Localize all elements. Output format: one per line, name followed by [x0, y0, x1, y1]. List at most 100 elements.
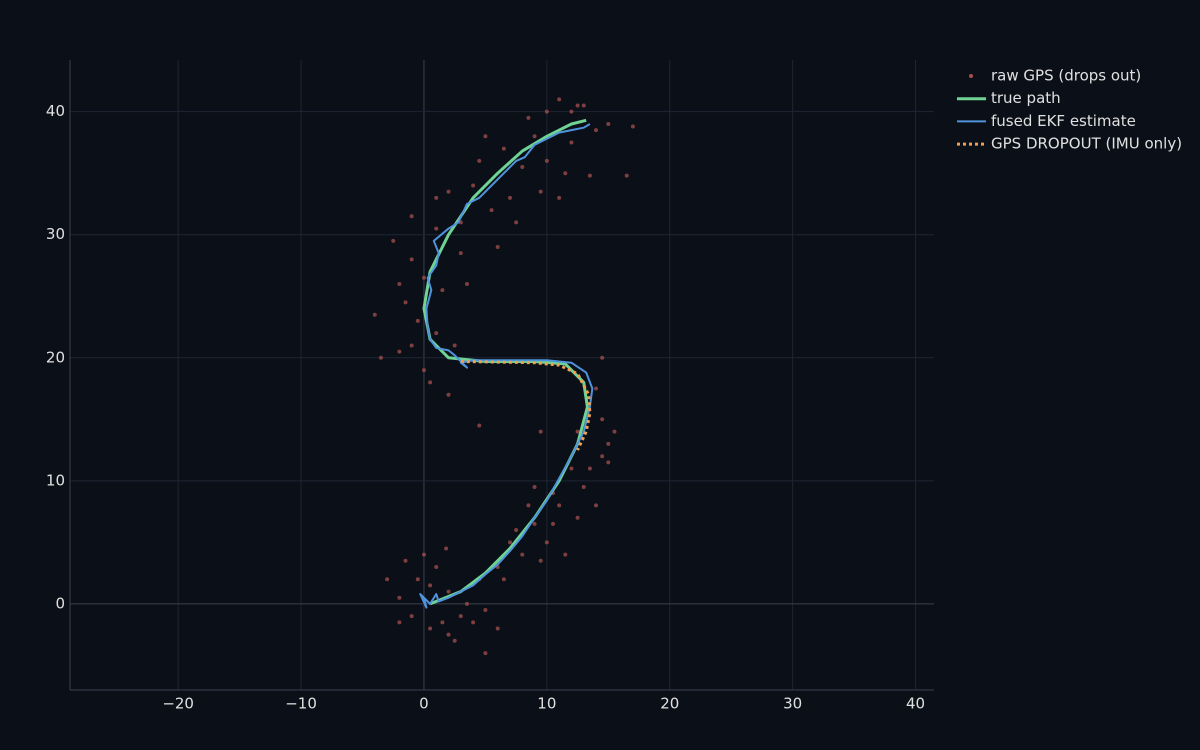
gps-point	[403, 558, 408, 563]
gps-point	[440, 620, 445, 625]
x-tick-label: 20	[660, 695, 679, 713]
y-tick-label: 40	[46, 102, 65, 120]
gps-point	[563, 552, 568, 557]
gps-point	[526, 503, 531, 508]
gps-point	[544, 158, 549, 163]
gps-point	[446, 589, 451, 594]
gps-point	[594, 386, 599, 391]
gps-point	[551, 521, 556, 526]
gps-point	[575, 515, 580, 520]
y-tick-label: 10	[46, 471, 65, 489]
gps-point	[575, 429, 580, 434]
gps-point	[397, 281, 402, 286]
gps-point	[434, 195, 439, 200]
gps-point	[544, 109, 549, 114]
gps-point	[520, 552, 525, 557]
gps-point	[594, 128, 599, 133]
gps-point	[624, 173, 629, 178]
x-tick-label: 10	[537, 695, 556, 713]
gps-point	[378, 355, 383, 360]
gps-point	[397, 620, 402, 625]
gps-point	[477, 423, 482, 428]
legend-label: fused EKF estimate	[991, 112, 1136, 130]
gps-point	[507, 540, 512, 545]
gps-point	[434, 226, 439, 231]
gps-point	[507, 195, 512, 200]
gps-point	[581, 103, 586, 108]
gps-point	[526, 115, 531, 120]
gps-point	[538, 189, 543, 194]
gps-point	[385, 577, 390, 582]
path-line	[419, 123, 594, 609]
gps-point	[397, 349, 402, 354]
gps-point	[606, 441, 611, 446]
gps-point	[428, 380, 433, 385]
gps-point	[594, 503, 599, 508]
gps-point	[495, 245, 500, 250]
gps-point	[569, 109, 574, 114]
gps-point	[495, 626, 500, 631]
gps-point	[483, 651, 488, 656]
gps-point	[569, 466, 574, 471]
gps-point	[471, 620, 476, 625]
gps-point	[532, 134, 537, 139]
gps-point	[575, 103, 580, 108]
gps-point	[434, 564, 439, 569]
gps-point	[532, 484, 537, 489]
gps-point	[630, 124, 635, 129]
gps-point	[538, 429, 543, 434]
gps-point	[409, 257, 414, 262]
x-tick-label: −10	[285, 695, 317, 713]
y-tick-label: 0	[55, 594, 65, 612]
gps-point	[403, 300, 408, 305]
gps-point	[421, 368, 426, 373]
gps-point	[600, 454, 605, 459]
gps-point	[501, 577, 506, 582]
legend-label: raw GPS (drops out)	[991, 67, 1141, 85]
gps-point	[538, 558, 543, 563]
gps-point	[409, 614, 414, 619]
gps-point	[606, 460, 611, 465]
gps-point	[440, 288, 445, 293]
gps-point	[557, 503, 562, 508]
gps-point	[372, 312, 377, 317]
gps-point	[446, 632, 451, 637]
gps-point	[452, 638, 457, 643]
gps-point	[587, 466, 592, 471]
gps-point	[606, 121, 611, 126]
gps-point	[600, 355, 605, 360]
gps-point	[428, 626, 433, 631]
x-tick-label: 30	[783, 695, 802, 713]
gps-point	[421, 275, 426, 280]
y-tick-label: 20	[46, 348, 65, 366]
gps-point	[483, 134, 488, 139]
gps-point	[471, 183, 476, 188]
x-tick-label: 40	[906, 695, 925, 713]
y-tick-label: 30	[46, 225, 65, 243]
gps-point	[446, 392, 451, 397]
path-line	[460, 359, 592, 451]
gps-point	[409, 343, 414, 348]
gps-point	[415, 577, 420, 582]
gps-point	[452, 343, 457, 348]
gps-point	[428, 583, 433, 588]
gps-point	[520, 165, 525, 170]
gps-point	[532, 521, 537, 526]
gps-point	[581, 484, 586, 489]
plot-background	[70, 60, 934, 690]
legend-symbol	[969, 74, 973, 78]
gps-point	[544, 540, 549, 545]
gps-point	[483, 608, 488, 613]
gps-point	[477, 158, 482, 163]
gps-point	[501, 146, 506, 151]
gps-point	[514, 220, 519, 225]
gps-point	[464, 281, 469, 286]
gps-point	[434, 331, 439, 336]
gps-point	[458, 614, 463, 619]
gps-point	[612, 429, 617, 434]
x-tick-label: 0	[419, 695, 429, 713]
gps-point	[587, 173, 592, 178]
gps-point	[489, 208, 494, 213]
legend-label: GPS DROPOUT (IMU only)	[991, 135, 1182, 153]
